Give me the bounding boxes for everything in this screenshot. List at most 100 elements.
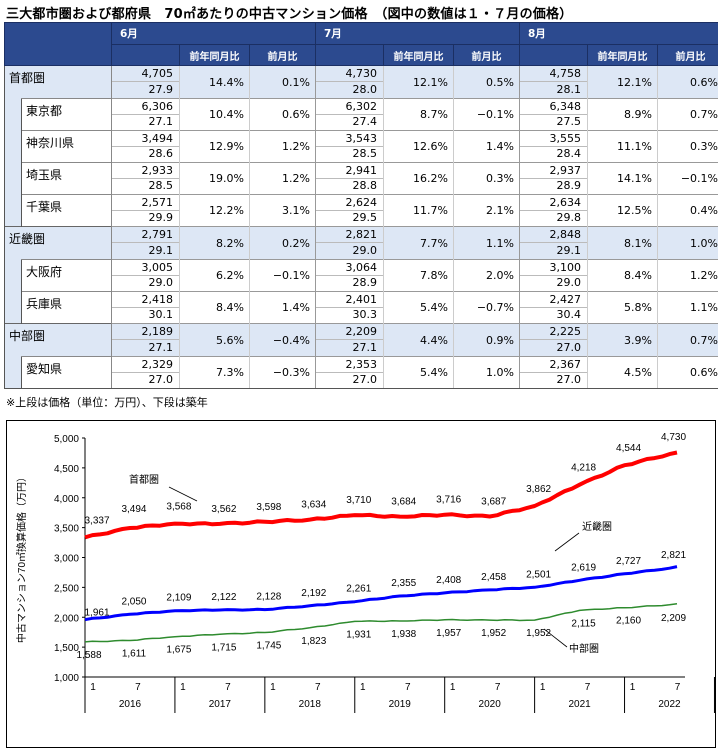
mom-change: 1.4% [453,130,520,163]
price-value: 2,634 [549,196,582,209]
building-age-value: 28.5 [352,147,378,160]
month-header: 7月 [315,22,520,45]
price-value: 2,848 [549,228,582,241]
price-value: 6,302 [345,100,378,113]
cell-divider [112,114,179,115]
x-tick-label: 7 [225,682,231,693]
data-label: 1,952 [481,628,506,639]
price-subheader [315,44,384,66]
data-label: 2,109 [166,593,191,604]
prefecture-name: 埼玉県 [21,162,112,195]
price-value: 2,353 [345,358,378,371]
cell-divider [112,146,179,147]
price-age-cell: 2,571 29.9 [111,194,180,227]
prefecture-name: 兵庫県 [21,291,112,324]
price-value: 2,937 [549,164,582,177]
data-label: 1,957 [436,628,461,639]
yoy-change: 12.9% [179,130,250,163]
mom-change: 0.7% [657,98,718,131]
mom-change: −0.1% [249,259,316,292]
yoy-change: 12.1% [587,65,658,99]
price-value: 6,306 [141,100,174,113]
y-axis-label: 中古マンション70㎡換算価格（万円） [15,472,28,643]
mom-subheader: 前月比 [453,44,520,66]
data-label: 3,687 [481,496,506,507]
y-tick-label: 3,000 [54,554,79,565]
mom-change: 1.2% [249,130,316,163]
price-age-cell: 2,848 29.1 [519,226,588,260]
yoy-change: 5.6% [179,323,250,357]
prefecture-name: 千葉県 [21,194,112,227]
prefecture-name: 愛知県 [21,356,112,389]
data-label: 3,684 [391,497,416,508]
year-label: 2020 [479,699,502,710]
price-age-cell: 4,758 28.1 [519,65,588,99]
price-age-cell: 2,353 27.0 [315,356,384,389]
yoy-change: 8.9% [587,98,658,131]
cell-divider [520,210,587,211]
chart-svg: 1,000 1,500 2,000 2,500 3,000 3,500 4,000 4,500… [15,432,715,713]
mom-change: −0.1% [657,162,718,195]
prefecture-row: 東京都 6,306 27.1 10.4% 0.6% 6,302 27.4 8.7% −0.1% 6… [4,98,718,131]
building-age-value: 27.0 [556,373,582,386]
data-label: 2,619 [571,562,596,573]
yoy-change: 12.6% [383,130,454,163]
yoy-change: 8.7% [383,98,454,131]
price-value: 2,571 [141,196,174,209]
region-name: 近畿圏 [4,226,112,260]
data-label: 3,337 [84,515,109,526]
building-age-value: 27.1 [148,115,174,128]
cell-divider [316,210,383,211]
mom-change: 0.7% [657,323,718,357]
mom-change: 0.2% [249,226,316,260]
building-age-value: 27.9 [148,83,174,96]
building-age-value: 29.0 [352,244,378,257]
yoy-change: 14.1% [587,162,658,195]
cell-divider [316,146,383,147]
building-age-value: 28.1 [556,83,582,96]
price-age-cell: 4,730 28.0 [315,65,384,99]
cell-divider [316,339,383,340]
price-subheader [519,44,588,66]
data-label: 2,115 [571,618,596,629]
prefecture-name: 東京都 [21,98,112,131]
cell-divider [520,242,587,243]
cell-divider [520,372,587,373]
price-age-cell: 3,064 28.9 [315,259,384,292]
cell-divider [112,242,179,243]
building-age-value: 28.5 [148,179,174,192]
mom-change: 1.2% [249,162,316,195]
yoy-change: 8.4% [587,259,658,292]
data-label: 2,160 [616,616,641,627]
price-age-cell: 2,634 29.8 [519,194,588,227]
year-label: 2018 [299,699,322,710]
mom-change: 1.1% [453,226,520,260]
cell-divider [520,339,587,340]
region-row: 中部圏 2,189 27.1 5.6% −0.4% 2,209 27.1 4.4% 0.9% 2,… [4,323,718,357]
price-value: 2,418 [141,293,174,306]
x-tick-label: 7 [135,682,141,693]
indent-spacer [4,98,22,131]
cell-divider [520,275,587,276]
price-age-cell: 2,367 27.0 [519,356,588,389]
yoy-change: 3.9% [587,323,658,357]
building-age-value: 27.0 [352,373,378,386]
year-label: 2021 [568,699,591,710]
year-label: 2022 [658,699,681,710]
prefecture-row: 大阪府 3,005 29.0 6.2% −0.1% 3,064 28.9 7.8% 2.0% 3,… [4,259,718,292]
cell-divider [112,275,179,276]
price-age-cell: 2,329 27.0 [111,356,180,389]
x-tick-label: 1 [360,682,366,693]
x-tick-label: 1 [540,682,546,693]
prefecture-row: 千葉県 2,571 29.9 12.2% 3.1% 2,624 29.5 11.7% 2.1% 2… [4,194,718,227]
mom-subheader: 前月比 [249,44,316,66]
price-value: 3,005 [141,261,174,274]
price-age-cell: 2,624 29.5 [315,194,384,227]
price-trend-chart: 1,000 1,500 2,000 2,500 3,000 3,500 4,000 4,500… [6,420,716,748]
data-label: 1,675 [166,645,191,656]
building-age-value: 28.9 [352,276,378,289]
data-label: 2,727 [616,556,641,567]
y-tick-label: 3,500 [54,524,79,535]
data-label: 2,355 [391,578,416,589]
mom-change: 1.4% [249,291,316,324]
